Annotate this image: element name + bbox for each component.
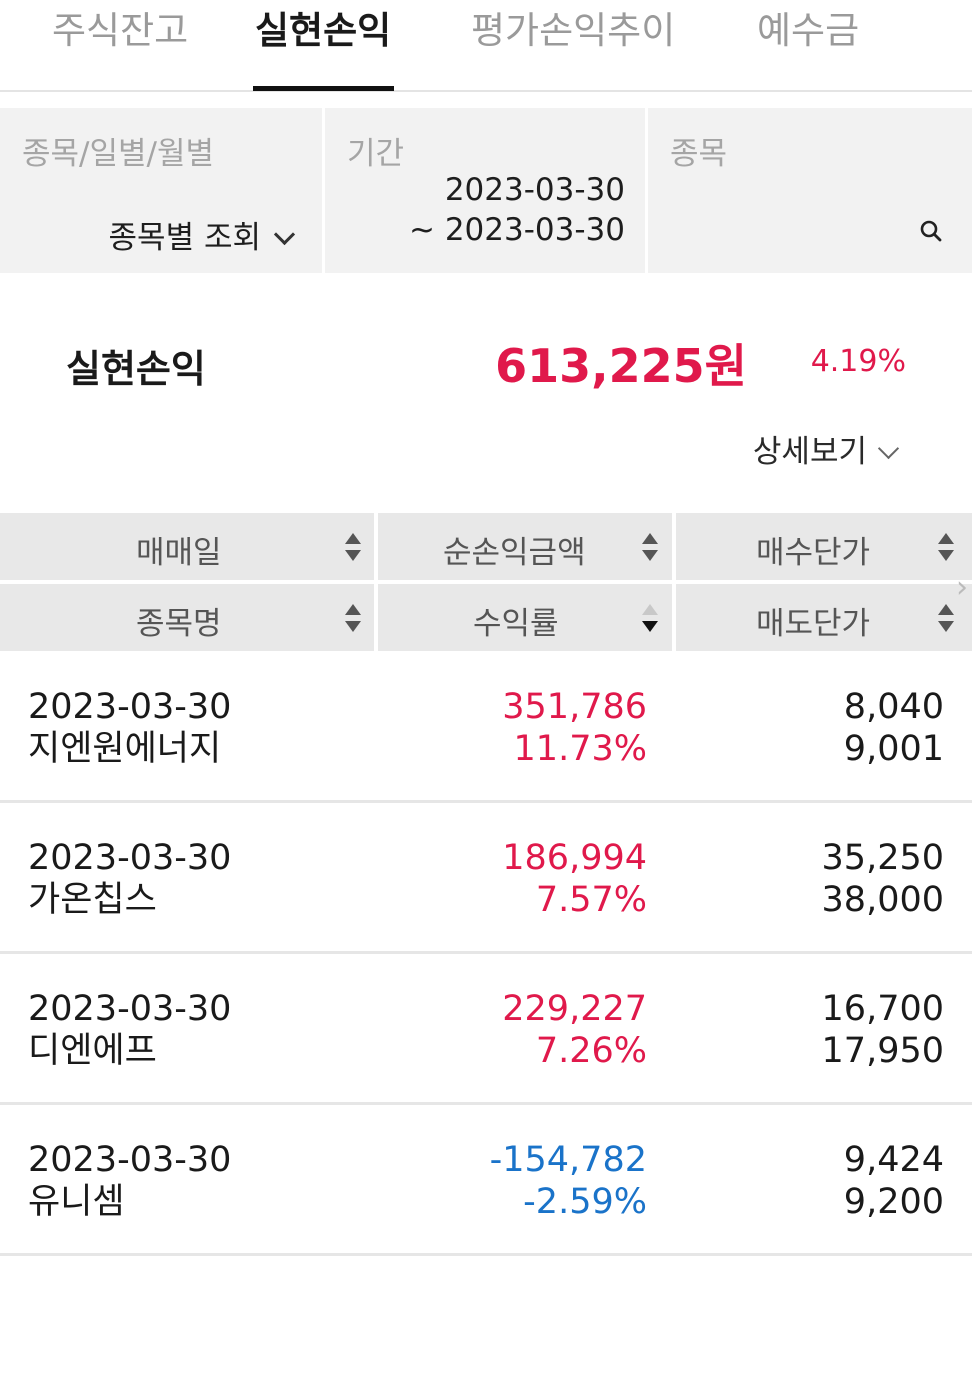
trade-date: 2023-03-30 — [28, 1140, 232, 1180]
tab-realized-pl[interactable]: 실현손익 — [255, 9, 392, 52]
return-rate: 11.73% — [513, 729, 647, 769]
period-start: 2023-03-30 — [444, 172, 625, 208]
header-return-rate-label: 수익률 — [473, 606, 559, 642]
net-pl-amount: 229,227 — [502, 989, 647, 1029]
detail-toggle-label: 상세보기 — [752, 434, 867, 470]
return-rate: 7.26% — [535, 1031, 647, 1071]
stock-name: 디엔에프 — [28, 1031, 157, 1071]
filter-type[interactable]: 종목/일별/월별 종목별 조회 — [0, 108, 322, 273]
tab-valuation-trend[interactable]: 평가손익추이 — [471, 9, 676, 52]
header-trade-date[interactable]: 매매일 — [0, 513, 374, 580]
return-rate: 7.57% — [535, 880, 647, 920]
sell-price: 9,200 — [843, 1182, 944, 1222]
realized-pl-amount: 613,225원 — [495, 339, 747, 393]
chevron-down-icon — [273, 223, 296, 246]
sort-icon[interactable] — [344, 602, 362, 634]
sort-desc-icon[interactable] — [641, 602, 659, 634]
sort-icon[interactable] — [344, 531, 362, 563]
buy-price: 9,424 — [843, 1140, 944, 1180]
header-net-pl-label: 순손익금액 — [443, 535, 586, 571]
table-header: 매매일 순손익금액 매수단가 종목명 수익률 매도단가 — [0, 513, 972, 651]
sell-price: 9,001 — [843, 729, 944, 769]
realized-pl-label: 실현손익 — [66, 347, 206, 391]
stock-name: 유니셈 — [28, 1182, 125, 1222]
header-net-pl[interactable]: 순손익금액 — [378, 513, 672, 580]
sell-price: 17,950 — [821, 1031, 944, 1071]
filter-stock-label: 종목 — [670, 136, 728, 172]
sort-icon[interactable] — [937, 602, 955, 634]
stock-name: 가온칩스 — [28, 880, 157, 920]
filter-stock[interactable]: 종목 — [648, 108, 972, 273]
table-row[interactable]: 2023-03-30 가온칩스 186,994 7.57% 35,250 38,… — [0, 803, 972, 954]
trade-date: 2023-03-30 — [28, 838, 232, 878]
header-buy-price[interactable]: 매수단가 — [676, 513, 972, 580]
header-return-rate[interactable]: 수익률 — [378, 584, 672, 651]
net-pl-amount: 186,994 — [502, 838, 647, 878]
trade-date: 2023-03-30 — [28, 687, 232, 727]
table-row[interactable]: 2023-03-30 유니셈 -154,782 -2.59% 9,424 9,2… — [0, 1105, 972, 1256]
buy-price: 8,040 — [843, 687, 944, 727]
filter-bar: 종목/일별/월별 종목별 조회 기간 2023-03-30 ~ 2023-03-… — [0, 108, 972, 273]
tab-deposit[interactable]: 예수금 — [757, 9, 860, 52]
tab-bar: 주식잔고 실현손익 평가손익추이 예수금 — [0, 0, 972, 92]
header-buy-price-label: 매수단가 — [756, 535, 871, 571]
detail-toggle-button[interactable]: 상세보기 — [752, 426, 900, 471]
filter-period-label: 기간 — [347, 136, 405, 172]
chevron-right-icon[interactable]: › — [956, 570, 968, 605]
sort-icon[interactable] — [937, 531, 955, 563]
header-stock-name-label: 종목명 — [136, 606, 222, 642]
filter-type-label: 종목/일별/월별 — [22, 136, 215, 172]
sort-icon[interactable] — [641, 531, 659, 563]
trade-date: 2023-03-30 — [28, 989, 232, 1029]
header-stock-name[interactable]: 종목명 — [0, 584, 374, 651]
tab-stock-balance[interactable]: 주식잔고 — [52, 9, 189, 52]
net-pl-amount: 351,786 — [502, 687, 647, 727]
buy-price: 35,250 — [821, 838, 944, 878]
table-row[interactable]: 2023-03-30 지엔원에너지 351,786 11.73% 8,040 9… — [0, 652, 972, 803]
chevron-down-icon — [877, 437, 900, 460]
filter-type-value: 종목별 조회 — [108, 220, 261, 256]
header-sell-price[interactable]: 매도단가 — [676, 584, 972, 651]
table-row[interactable]: 2023-03-30 디엔에프 229,227 7.26% 16,700 17,… — [0, 954, 972, 1105]
header-sell-price-label: 매도단가 — [756, 606, 871, 642]
realized-pl-rate: 4.19% — [810, 344, 906, 379]
buy-price: 16,700 — [821, 989, 944, 1029]
filter-period[interactable]: 기간 2023-03-30 ~ 2023-03-30 — [325, 108, 645, 273]
return-rate: -2.59% — [523, 1182, 647, 1222]
filter-type-select[interactable]: 종목별 조회 — [108, 212, 296, 257]
active-tab-indicator — [253, 86, 394, 91]
period-end: ~ 2023-03-30 — [409, 212, 625, 248]
sell-price: 38,000 — [821, 880, 944, 920]
net-pl-amount: -154,782 — [489, 1140, 647, 1180]
stock-name: 지엔원에너지 — [28, 729, 222, 769]
search-icon[interactable] — [920, 220, 942, 242]
header-trade-date-label: 매매일 — [136, 535, 222, 571]
